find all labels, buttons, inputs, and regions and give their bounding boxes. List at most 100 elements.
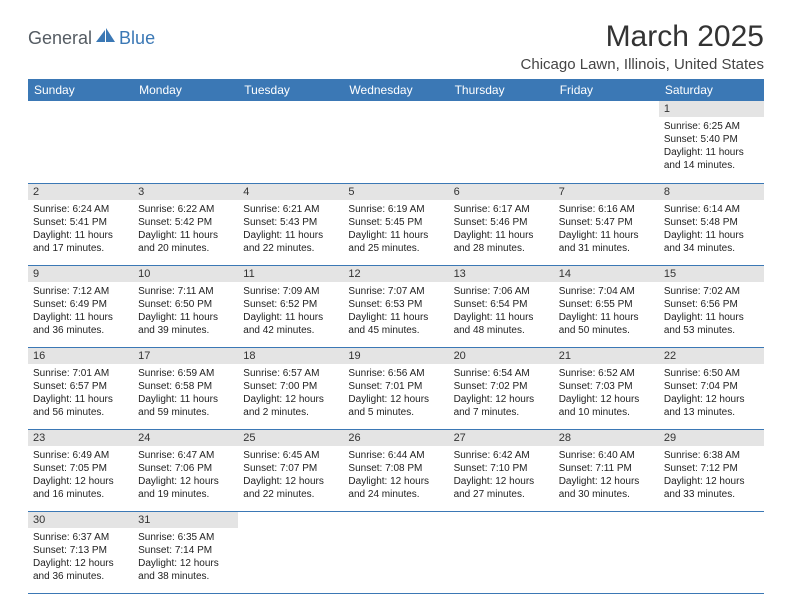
sunrise-line: Sunrise: 6:50 AM (664, 367, 759, 380)
calendar-day-cell: 2Sunrise: 6:24 AMSunset: 5:41 PMDaylight… (28, 183, 133, 265)
sunrise-line: Sunrise: 6:42 AM (454, 449, 549, 462)
calendar-day-cell (343, 101, 448, 183)
daylight-line2: and 10 minutes. (559, 406, 654, 419)
daylight-line2: and 33 minutes. (664, 488, 759, 501)
weekday-header: Sunday (28, 79, 133, 101)
day-number: 18 (238, 348, 343, 364)
day-content: Sunrise: 6:47 AMSunset: 7:06 PMDaylight:… (133, 446, 238, 503)
sunset-line: Sunset: 7:12 PM (664, 462, 759, 475)
daylight-line1: Daylight: 11 hours (138, 311, 233, 324)
logo: General Blue (28, 20, 155, 49)
day-number: 20 (449, 348, 554, 364)
calendar-day-cell: 18Sunrise: 6:57 AMSunset: 7:00 PMDayligh… (238, 347, 343, 429)
sunrise-line: Sunrise: 6:19 AM (348, 203, 443, 216)
calendar-day-cell: 8Sunrise: 6:14 AMSunset: 5:48 PMDaylight… (659, 183, 764, 265)
location-subtitle: Chicago Lawn, Illinois, United States (521, 56, 764, 73)
daylight-line1: Daylight: 12 hours (454, 475, 549, 488)
day-number: 4 (238, 184, 343, 200)
sunrise-line: Sunrise: 6:22 AM (138, 203, 233, 216)
daylight-line1: Daylight: 12 hours (243, 393, 338, 406)
calendar-day-cell: 19Sunrise: 6:56 AMSunset: 7:01 PMDayligh… (343, 347, 448, 429)
sunset-line: Sunset: 5:47 PM (559, 216, 654, 229)
sunset-line: Sunset: 6:58 PM (138, 380, 233, 393)
daylight-line1: Daylight: 11 hours (348, 311, 443, 324)
calendar-page: General Blue March 2025 Chicago Lawn, Il… (0, 0, 792, 594)
calendar-week-row: 30Sunrise: 6:37 AMSunset: 7:13 PMDayligh… (28, 511, 764, 593)
day-content: Sunrise: 7:06 AMSunset: 6:54 PMDaylight:… (449, 282, 554, 339)
daylight-line1: Daylight: 11 hours (664, 311, 759, 324)
daylight-line2: and 13 minutes. (664, 406, 759, 419)
day-content: Sunrise: 7:12 AMSunset: 6:49 PMDaylight:… (28, 282, 133, 339)
daylight-line2: and 14 minutes. (664, 159, 759, 172)
calendar-day-cell: 15Sunrise: 7:02 AMSunset: 6:56 PMDayligh… (659, 265, 764, 347)
daylight-line2: and 2 minutes. (243, 406, 338, 419)
daylight-line2: and 28 minutes. (454, 242, 549, 255)
day-number-empty (449, 512, 554, 528)
sunrise-line: Sunrise: 7:11 AM (138, 285, 233, 298)
daylight-line1: Daylight: 11 hours (243, 229, 338, 242)
day-number-empty (659, 512, 764, 528)
day-content: Sunrise: 6:37 AMSunset: 7:13 PMDaylight:… (28, 528, 133, 585)
daylight-line1: Daylight: 11 hours (348, 229, 443, 242)
daylight-line2: and 20 minutes. (138, 242, 233, 255)
daylight-line1: Daylight: 11 hours (664, 146, 759, 159)
day-number-empty (343, 512, 448, 528)
sunrise-line: Sunrise: 6:40 AM (559, 449, 654, 462)
calendar-week-row: 2Sunrise: 6:24 AMSunset: 5:41 PMDaylight… (28, 183, 764, 265)
day-number-empty (554, 512, 659, 528)
sunrise-line: Sunrise: 6:24 AM (33, 203, 128, 216)
daylight-line2: and 50 minutes. (559, 324, 654, 337)
day-content: Sunrise: 6:59 AMSunset: 6:58 PMDaylight:… (133, 364, 238, 421)
daylight-line2: and 42 minutes. (243, 324, 338, 337)
day-number-empty (554, 101, 659, 117)
daylight-line1: Daylight: 11 hours (454, 229, 549, 242)
logo-text-general: General (28, 28, 92, 49)
daylight-line1: Daylight: 12 hours (559, 393, 654, 406)
calendar-day-cell: 4Sunrise: 6:21 AMSunset: 5:43 PMDaylight… (238, 183, 343, 265)
calendar-week-row: 9Sunrise: 7:12 AMSunset: 6:49 PMDaylight… (28, 265, 764, 347)
calendar-day-cell: 29Sunrise: 6:38 AMSunset: 7:12 PMDayligh… (659, 429, 764, 511)
daylight-line1: Daylight: 11 hours (33, 393, 128, 406)
daylight-line1: Daylight: 11 hours (559, 311, 654, 324)
sunset-line: Sunset: 5:45 PM (348, 216, 443, 229)
sunset-line: Sunset: 7:01 PM (348, 380, 443, 393)
sunset-line: Sunset: 7:11 PM (559, 462, 654, 475)
calendar-day-cell: 11Sunrise: 7:09 AMSunset: 6:52 PMDayligh… (238, 265, 343, 347)
calendar-day-cell: 25Sunrise: 6:45 AMSunset: 7:07 PMDayligh… (238, 429, 343, 511)
day-number: 7 (554, 184, 659, 200)
daylight-line1: Daylight: 11 hours (138, 393, 233, 406)
day-content: Sunrise: 6:22 AMSunset: 5:42 PMDaylight:… (133, 200, 238, 257)
daylight-line2: and 16 minutes. (33, 488, 128, 501)
day-number: 15 (659, 266, 764, 282)
day-number-empty (343, 101, 448, 117)
sunset-line: Sunset: 7:14 PM (138, 544, 233, 557)
calendar-day-cell: 16Sunrise: 7:01 AMSunset: 6:57 PMDayligh… (28, 347, 133, 429)
sunrise-line: Sunrise: 7:06 AM (454, 285, 549, 298)
weekday-header: Thursday (449, 79, 554, 101)
day-content: Sunrise: 6:57 AMSunset: 7:00 PMDaylight:… (238, 364, 343, 421)
sunrise-line: Sunrise: 7:01 AM (33, 367, 128, 380)
calendar-day-cell: 5Sunrise: 6:19 AMSunset: 5:45 PMDaylight… (343, 183, 448, 265)
sunrise-line: Sunrise: 6:17 AM (454, 203, 549, 216)
daylight-line1: Daylight: 12 hours (33, 475, 128, 488)
daylight-line1: Daylight: 12 hours (664, 393, 759, 406)
sunrise-line: Sunrise: 6:54 AM (454, 367, 549, 380)
day-content: Sunrise: 6:44 AMSunset: 7:08 PMDaylight:… (343, 446, 448, 503)
calendar-day-cell (133, 101, 238, 183)
day-content: Sunrise: 6:19 AMSunset: 5:45 PMDaylight:… (343, 200, 448, 257)
calendar-day-cell: 1Sunrise: 6:25 AMSunset: 5:40 PMDaylight… (659, 101, 764, 183)
daylight-line2: and 22 minutes. (243, 242, 338, 255)
daylight-line2: and 38 minutes. (138, 570, 233, 583)
calendar-day-cell (238, 511, 343, 593)
calendar-day-cell: 14Sunrise: 7:04 AMSunset: 6:55 PMDayligh… (554, 265, 659, 347)
daylight-line1: Daylight: 11 hours (138, 229, 233, 242)
day-content: Sunrise: 6:52 AMSunset: 7:03 PMDaylight:… (554, 364, 659, 421)
daylight-line2: and 30 minutes. (559, 488, 654, 501)
sunrise-line: Sunrise: 6:59 AM (138, 367, 233, 380)
day-content: Sunrise: 6:49 AMSunset: 7:05 PMDaylight:… (28, 446, 133, 503)
sunset-line: Sunset: 5:40 PM (664, 133, 759, 146)
calendar-day-cell: 31Sunrise: 6:35 AMSunset: 7:14 PMDayligh… (133, 511, 238, 593)
sunset-line: Sunset: 7:13 PM (33, 544, 128, 557)
calendar-day-cell: 21Sunrise: 6:52 AMSunset: 7:03 PMDayligh… (554, 347, 659, 429)
weekday-header: Tuesday (238, 79, 343, 101)
